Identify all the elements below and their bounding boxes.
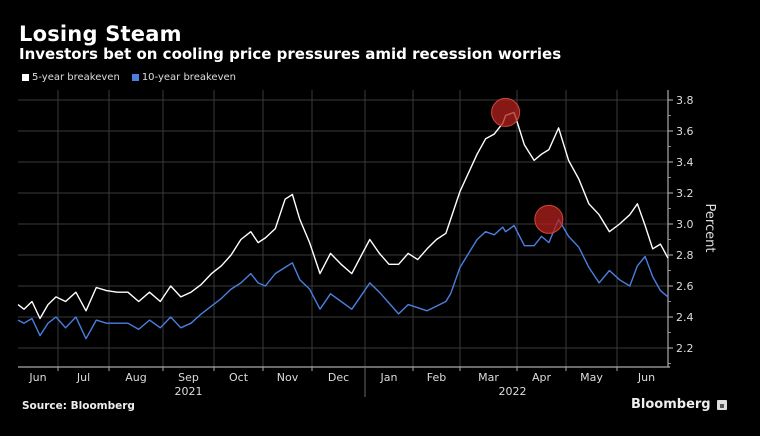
x-year-label: 2022 bbox=[499, 385, 527, 398]
x-month-label: Dec bbox=[328, 371, 349, 384]
legend-label-5y: 5-year breakeven bbox=[32, 72, 120, 83]
peak-marker-5y bbox=[491, 97, 521, 127]
legend-swatch-10y bbox=[131, 74, 139, 81]
brand-text: Bloomberg bbox=[631, 397, 711, 412]
y-tick-label: 2.2 bbox=[676, 342, 694, 355]
y-tick-label: 3.4 bbox=[676, 156, 694, 169]
chart-subtitle: Investors bet on cooling price pressures… bbox=[19, 45, 562, 63]
chart-title: Losing Steam bbox=[19, 22, 182, 46]
chart-icon bbox=[716, 399, 727, 410]
x-year-label: 2021 bbox=[175, 385, 203, 398]
series-line-10y-breakeven bbox=[17, 218, 669, 340]
x-month-label: May bbox=[580, 371, 603, 384]
y-tick-label: 3.8 bbox=[676, 94, 694, 107]
x-month-label: Jul bbox=[76, 371, 90, 384]
legend-label-10y: 10-year breakeven bbox=[141, 72, 236, 83]
x-month-label: Apr bbox=[532, 371, 552, 384]
legend-item-5y: 5-year breakeven bbox=[22, 72, 120, 83]
x-month-label: Oct bbox=[229, 371, 249, 384]
series-line-5y-breakeven bbox=[17, 111, 669, 320]
series-lines bbox=[17, 111, 669, 340]
peak-marker-10y bbox=[534, 204, 564, 234]
bloomberg-logo: Bloomberg bbox=[631, 397, 727, 412]
y-tick-label: 2.6 bbox=[676, 280, 694, 293]
y-tick-label: 3.0 bbox=[676, 218, 694, 231]
x-month-label: Jun bbox=[637, 371, 655, 384]
axes: 2.2 2.4 2.6 2.8 3.0 3.2 3.4 3.6 3.8 Jun Jul Aug Sep O… bbox=[18, 90, 694, 398]
legend-swatch-5y bbox=[22, 74, 29, 81]
legend-item-10y: 10-year breakeven bbox=[131, 72, 236, 83]
legend: 5-year breakeven 10-year breakeven bbox=[22, 72, 236, 83]
x-month-label: Feb bbox=[427, 371, 446, 384]
y-axis-label: Percent bbox=[702, 204, 717, 253]
x-month-label: Nov bbox=[277, 371, 299, 384]
x-month-label: Jan bbox=[380, 371, 398, 384]
x-month-label: Mar bbox=[478, 371, 499, 384]
x-month-label: Aug bbox=[125, 371, 146, 384]
y-tick-label: 2.8 bbox=[676, 249, 694, 262]
y-tick-label: 2.4 bbox=[676, 311, 694, 324]
y-tick-label: 3.2 bbox=[676, 187, 694, 200]
annotations bbox=[491, 97, 564, 234]
source-note: Source: Bloomberg bbox=[22, 400, 135, 412]
gridlines bbox=[18, 90, 668, 367]
x-month-label: Jun bbox=[28, 371, 46, 384]
y-tick-label: 3.6 bbox=[676, 125, 694, 138]
x-month-label: Sep bbox=[178, 371, 199, 384]
